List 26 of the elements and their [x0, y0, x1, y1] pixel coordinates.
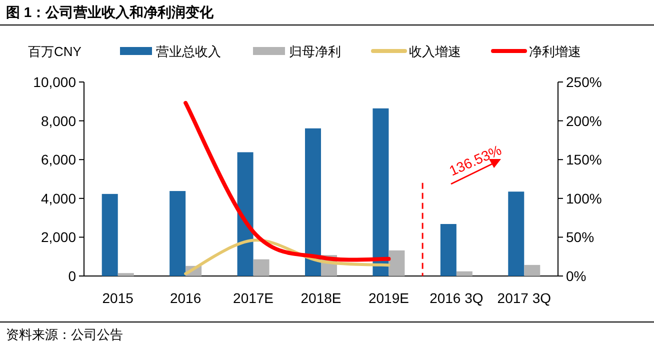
x-tick-label: 2016 3Q [430, 290, 484, 306]
x-tick-label: 2019E [368, 290, 409, 306]
y-axis-title: 百万CNY [28, 44, 82, 59]
legend-label: 归母净利 [289, 44, 341, 59]
y2-tick-label: 0% [566, 268, 586, 284]
x-tick-label: 2017E [233, 290, 274, 306]
legend-label: 营业总收入 [156, 44, 221, 59]
y2-tick-label: 150% [566, 152, 602, 168]
text: 资料来源：公司公告 [6, 327, 123, 342]
x-tick-label: 2017 3Q [497, 290, 552, 306]
y-tick-label: 10,000 [33, 74, 76, 90]
y-tick-label: 6,000 [40, 152, 76, 168]
y2-tick-label: 100% [566, 190, 602, 206]
x-tick-label: 2016 [170, 290, 202, 306]
chart-title: 图 1：公司营业收入和净利润变化 [6, 4, 215, 20]
x-tick-label: 2015 [102, 290, 134, 306]
legend-label: 收入增速 [409, 44, 461, 59]
y2-tick-label: 250% [566, 74, 602, 90]
y-tick-label: 0 [68, 268, 76, 284]
y-tick-label: 4,000 [40, 190, 76, 206]
legend-label: 净利增速 [529, 44, 581, 59]
x-tick-label: 2018E [300, 290, 342, 306]
y-tick-label: 2,000 [40, 229, 76, 246]
y-tick-label: 8,000 [40, 112, 76, 129]
y2-tick-label: 50% [566, 229, 594, 246]
y2-tick-label: 200% [566, 112, 602, 129]
